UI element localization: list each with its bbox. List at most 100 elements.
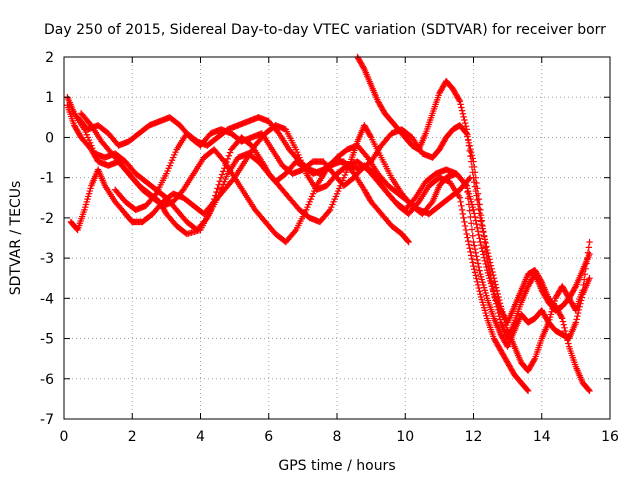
grid [64,57,610,419]
data-point [463,230,470,238]
data-point [480,228,487,236]
x-tick-label: 14 [533,429,551,445]
data-point [468,158,475,165]
data-point [562,330,570,338]
data-points [64,53,593,395]
data-point [485,253,492,260]
y-tick-label: -2 [40,211,54,227]
data-point [491,278,498,285]
y-tick-label: -1 [40,171,54,187]
data-point [487,262,495,269]
data-point [462,226,470,234]
data-point [559,315,566,322]
data-point [537,277,545,285]
data-point [218,171,226,178]
data-point [524,387,532,395]
data-point [464,131,471,138]
x-tick-label: 16 [601,429,619,445]
data-point [458,206,466,214]
data-point [217,174,225,181]
data-point [469,259,476,266]
data-point [490,271,497,279]
data-point [468,252,475,259]
data-point [586,250,593,258]
data-point [461,218,468,226]
data-point [466,245,473,252]
data-point [524,386,531,394]
data-point [477,241,485,249]
data-point [475,195,483,203]
data-point [565,340,572,347]
data-point [465,142,473,149]
data-point [456,194,464,201]
data-point [585,244,592,251]
data-point [475,231,483,239]
data-point [475,263,483,271]
data-point [470,262,477,270]
x-tick-label: 4 [196,429,205,445]
data-point [474,260,482,267]
data-point [468,220,475,227]
data-point [470,206,477,214]
data-point [478,245,486,252]
data-point [220,168,227,175]
data-point [495,293,502,301]
y-tick-label: 0 [45,130,54,146]
data-point [469,169,476,176]
data-point [471,245,479,253]
series-day-3 [74,114,593,350]
data-point [367,132,374,140]
data-point [471,213,479,221]
series-day-5 [64,94,593,395]
data-point [584,249,592,256]
data-point [530,356,538,364]
data-point [467,248,474,256]
data-point [471,183,479,190]
data-point [561,324,568,332]
data-point [582,265,589,273]
data-point [474,224,481,231]
data-point [473,253,480,260]
data-point [481,236,489,243]
y-axis-label: SDTVAR / TECUs [8,181,24,296]
data-point [460,113,467,121]
series-day-6 [354,53,593,374]
data-point [473,275,480,282]
data-point [466,147,473,155]
data-point [481,257,489,264]
data-point [480,232,488,239]
data-point [581,276,588,283]
data-point [490,275,498,282]
data-point [459,110,467,117]
data-point [480,251,487,258]
data-point [583,260,590,267]
data-point [486,259,494,266]
data-point [470,238,477,246]
data-point [455,96,463,104]
data-point [468,226,476,233]
data-point [465,241,473,248]
data-point [73,225,81,233]
data-point [477,218,485,225]
data-point [202,216,210,223]
data-point [496,300,504,307]
data-point [473,220,480,228]
data-point [489,268,496,276]
data-point [496,296,503,304]
data-point [474,201,482,208]
x-tick-label: 0 [60,429,69,445]
data-point [476,235,483,242]
data-point [458,104,465,111]
data-point [458,107,466,114]
data-point [465,175,473,183]
data-point [584,254,591,262]
data-point [483,263,490,271]
data-point [474,196,481,204]
data-point [224,155,231,163]
y-tick-label: -5 [40,332,54,348]
y-tick-label: -6 [40,372,54,388]
data-point [580,281,587,289]
data-point [562,327,569,335]
